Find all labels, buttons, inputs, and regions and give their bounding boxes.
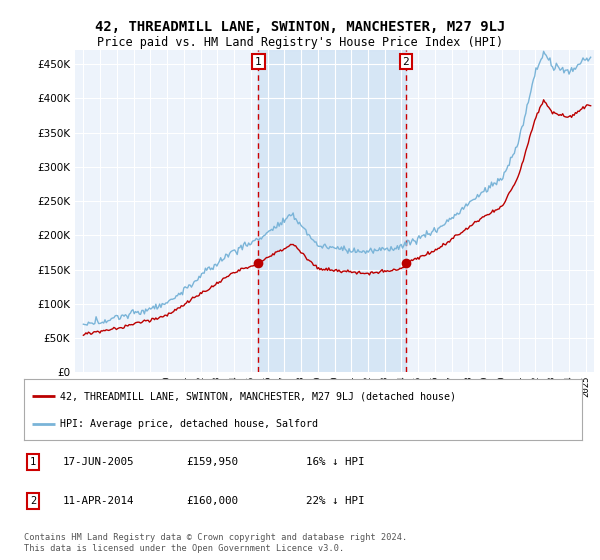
Text: 2: 2 bbox=[30, 496, 36, 506]
Text: 16% ↓ HPI: 16% ↓ HPI bbox=[306, 457, 365, 467]
Text: 17-JUN-2005: 17-JUN-2005 bbox=[63, 457, 134, 467]
Text: Contains HM Land Registry data © Crown copyright and database right 2024.
This d: Contains HM Land Registry data © Crown c… bbox=[24, 533, 407, 553]
Text: 42, THREADMILL LANE, SWINTON, MANCHESTER, M27 9LJ (detached house): 42, THREADMILL LANE, SWINTON, MANCHESTER… bbox=[60, 391, 456, 401]
Text: 11-APR-2014: 11-APR-2014 bbox=[63, 496, 134, 506]
Text: 42, THREADMILL LANE, SWINTON, MANCHESTER, M27 9LJ: 42, THREADMILL LANE, SWINTON, MANCHESTER… bbox=[95, 20, 505, 34]
Text: HPI: Average price, detached house, Salford: HPI: Average price, detached house, Salf… bbox=[60, 419, 318, 430]
Bar bbox=[259, 50, 406, 372]
Text: Price paid vs. HM Land Registry's House Price Index (HPI): Price paid vs. HM Land Registry's House … bbox=[97, 36, 503, 49]
Text: 22% ↓ HPI: 22% ↓ HPI bbox=[306, 496, 365, 506]
Text: 1: 1 bbox=[30, 457, 36, 467]
Text: 1: 1 bbox=[255, 57, 262, 67]
Text: 2: 2 bbox=[403, 57, 409, 67]
Text: £159,950: £159,950 bbox=[186, 457, 238, 467]
Text: £160,000: £160,000 bbox=[186, 496, 238, 506]
